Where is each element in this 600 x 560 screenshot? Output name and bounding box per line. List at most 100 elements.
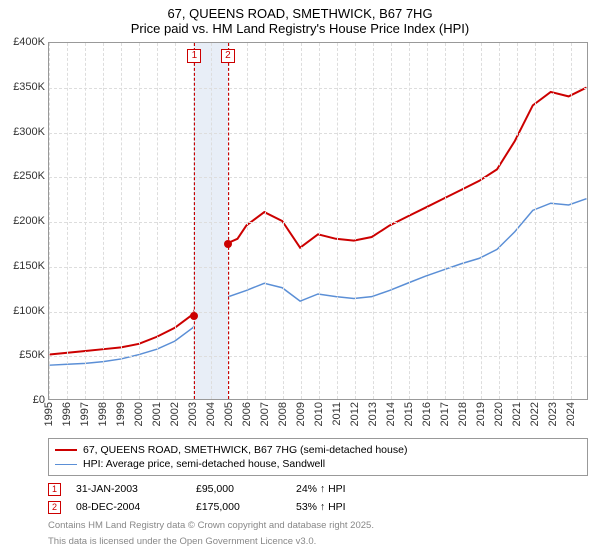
gridline-h	[49, 88, 587, 89]
gridline-v	[517, 43, 518, 399]
sales-row: 2 08-DEC-2004£175,00053% ↑ HPI	[48, 498, 588, 516]
x-tick-label: 2002	[169, 402, 181, 426]
gridline-v	[283, 43, 284, 399]
gridline-v	[535, 43, 536, 399]
gridline-v	[121, 43, 122, 399]
sales-badge: 1	[48, 483, 61, 496]
marker-dot	[190, 312, 198, 320]
plot-area: 12	[48, 42, 588, 400]
gridline-h	[49, 177, 587, 178]
gridline-v	[409, 43, 410, 399]
gridline-h	[49, 267, 587, 268]
x-tick-label: 2015	[403, 402, 415, 426]
x-tick-label: 2000	[133, 402, 145, 426]
gridline-v	[301, 43, 302, 399]
series-line	[50, 199, 587, 365]
legend-row: 67, QUEENS ROAD, SMETHWICK, B67 7HG (sem…	[55, 443, 581, 457]
x-tick-label: 2020	[493, 402, 505, 426]
gridline-v	[463, 43, 464, 399]
y-tick-label: £400K	[0, 36, 45, 48]
legend-box: 67, QUEENS ROAD, SMETHWICK, B67 7HG (sem…	[48, 438, 588, 476]
gridline-v	[499, 43, 500, 399]
gridline-h	[49, 133, 587, 134]
gridline-v	[553, 43, 554, 399]
gridline-v	[373, 43, 374, 399]
y-tick-label: £150K	[0, 260, 45, 272]
gridline-v	[391, 43, 392, 399]
x-tick-label: 2016	[421, 402, 433, 426]
x-tick-label: 1997	[79, 402, 91, 426]
chart-subtitle: Price paid vs. HM Land Registry's House …	[0, 21, 600, 36]
x-tick-label: 2021	[511, 402, 523, 426]
gridline-v	[337, 43, 338, 399]
y-tick-label: £0	[0, 394, 45, 406]
gridline-v	[265, 43, 266, 399]
chart-title: 67, QUEENS ROAD, SMETHWICK, B67 7HG	[0, 0, 600, 21]
x-tick-label: 1996	[61, 402, 73, 426]
x-tick-label: 2008	[277, 402, 289, 426]
marker-dot	[224, 240, 232, 248]
marker-badge: 1	[187, 49, 201, 63]
legend-row: HPI: Average price, semi-detached house,…	[55, 457, 581, 471]
x-tick-label: 2014	[385, 402, 397, 426]
x-tick-label: 2010	[313, 402, 325, 426]
x-tick-label: 1995	[43, 402, 55, 426]
y-tick-label: £50K	[0, 349, 45, 361]
gridline-v	[211, 43, 212, 399]
gridline-v	[139, 43, 140, 399]
x-tick-label: 2017	[439, 402, 451, 426]
gridline-v	[175, 43, 176, 399]
gridline-v	[157, 43, 158, 399]
legend-swatch	[55, 449, 77, 451]
gridline-v	[427, 43, 428, 399]
footnote-1: Contains HM Land Registry data © Crown c…	[48, 520, 588, 532]
x-tick-label: 2004	[205, 402, 217, 426]
x-tick-label: 2023	[547, 402, 559, 426]
sales-row: 131-JAN-2003£95,00024% ↑ HPI	[48, 480, 588, 498]
gridline-v	[85, 43, 86, 399]
x-tick-label: 2019	[475, 402, 487, 426]
gridline-v	[229, 43, 230, 399]
footnote-2: This data is licensed under the Open Gov…	[48, 536, 588, 548]
gridline-v	[247, 43, 248, 399]
marker-line	[228, 43, 229, 399]
gridline-h	[49, 356, 587, 357]
legend-label: 67, QUEENS ROAD, SMETHWICK, B67 7HG (sem…	[83, 444, 407, 456]
x-tick-label: 2009	[295, 402, 307, 426]
x-tick-label: 2003	[187, 402, 199, 426]
sales-table: 131-JAN-2003£95,00024% ↑ HPI208-DEC-2004…	[48, 480, 588, 516]
x-tick-label: 2013	[367, 402, 379, 426]
y-tick-label: £100K	[0, 305, 45, 317]
gridline-v	[103, 43, 104, 399]
gridline-v	[445, 43, 446, 399]
gridline-v	[49, 43, 50, 399]
legend: 67, QUEENS ROAD, SMETHWICK, B67 7HG (sem…	[48, 438, 588, 548]
sales-price: £95,000	[196, 483, 296, 495]
sales-delta: 53% ↑ HPI	[296, 501, 416, 513]
gridline-h	[49, 222, 587, 223]
marker-line	[194, 43, 195, 399]
series-svg	[49, 43, 587, 399]
sales-badge: 2	[48, 501, 61, 514]
x-tick-label: 2001	[151, 402, 163, 426]
legend-label: HPI: Average price, semi-detached house,…	[83, 458, 325, 470]
gridline-v	[355, 43, 356, 399]
gridline-v	[481, 43, 482, 399]
sales-price: £175,000	[196, 501, 296, 513]
y-tick-label: £250K	[0, 170, 45, 182]
x-tick-label: 2011	[331, 402, 343, 426]
x-tick-label: 2007	[259, 402, 271, 426]
x-tick-label: 2005	[223, 402, 235, 426]
y-tick-label: £200K	[0, 215, 45, 227]
sales-date: 08-DEC-2004	[76, 501, 196, 513]
gridline-v	[571, 43, 572, 399]
sales-date: 31-JAN-2003	[76, 483, 196, 495]
legend-swatch	[55, 464, 77, 465]
x-tick-label: 1999	[115, 402, 127, 426]
gridline-h	[49, 312, 587, 313]
gridline-v	[319, 43, 320, 399]
y-tick-label: £350K	[0, 81, 45, 93]
x-tick-label: 2006	[241, 402, 253, 426]
marker-badge: 2	[221, 49, 235, 63]
gridline-v	[67, 43, 68, 399]
